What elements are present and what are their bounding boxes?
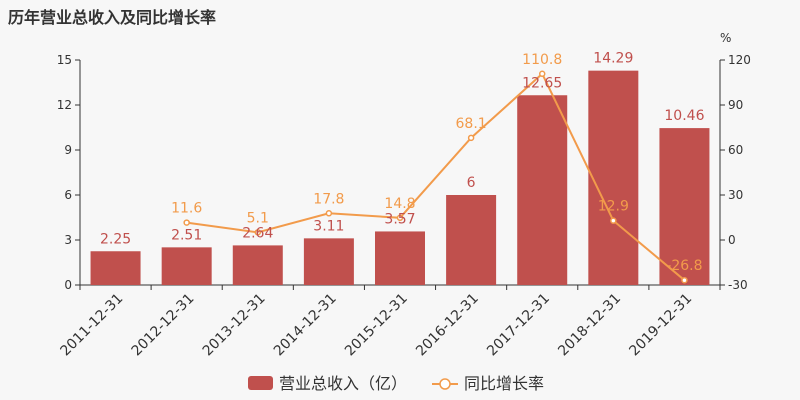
legend[interactable]: 营业总收入（亿） 同比增长率 [248,374,544,393]
growth-rate-label: 5.1 [247,210,269,226]
revenue-bar [303,238,354,285]
x-tick-label: 2011-12-31 [58,291,127,360]
growth-rate-label: 14.8 [384,196,415,212]
revenue-bar-label: 3.11 [313,218,344,234]
growth-rate-point [183,219,190,226]
revenue-bar [446,195,497,285]
revenue-bar [517,95,568,285]
bars-group [90,70,710,286]
revenue-bar-label: 6 [467,175,476,191]
revenue-bar [90,251,141,285]
y-right-tick-label: -30 [728,278,748,292]
growth-rate-line [186,72,686,281]
x-tick-label: 2016-12-31 [413,291,482,360]
x-tick-label: 2014-12-31 [271,291,340,360]
data-labels-group: 2.25 2.51 2.64 3.11 3.57 6 12.65 14.29 10.46 11.6… [100,51,705,275]
y-left-tick-label: 15 [57,53,72,67]
growth-rate-label: 12.9 [598,199,629,215]
revenue-bar [232,245,283,285]
legend-line-label: 同比增长率 [464,374,544,393]
growth-rate-point [325,210,333,217]
x-tick-label: 2015-12-31 [342,291,411,360]
y-left-tick-label: 0 [64,278,72,292]
growth-rate-point [467,134,475,142]
y-right-tick-label: 0 [728,233,736,247]
growth-rate-point [610,217,617,224]
y-left-tick-label: 9 [64,143,72,157]
y-left-tick-label: 6 [64,188,72,202]
revenue-bar-label: 12.65 [522,75,562,91]
y-right-tick-label: 90 [728,98,743,112]
revenue-bar-label: 2.64 [242,225,273,241]
chart-title: 历年营业总收入及同比增长率 [8,8,217,27]
y-right-axis-label: % [720,31,731,45]
growth-rate-label: -26.8 [666,258,702,274]
revenue-bar-label: 3.57 [384,211,415,227]
revenue-bar [588,70,639,286]
growth-rate-point [396,214,404,222]
x-tick-label: 2017-12-31 [484,291,553,360]
y-left-tick-label: 12 [57,98,72,112]
y-left-tick-label: 3 [64,233,72,247]
revenue-bar-label: 10.46 [664,108,704,124]
growth-line-group [183,70,688,284]
growth-rate-label: 110.8 [522,52,562,68]
legend-bar-swatch [248,376,273,390]
y-right-tick-label: 30 [728,188,743,202]
x-tick-label: 2012-12-31 [129,291,198,360]
x-tick-label: 2013-12-31 [200,291,269,360]
revenue-bar [161,247,212,285]
growth-rate-label: 11.6 [171,201,202,217]
growth-rate-point [538,70,546,78]
growth-rate-point [681,276,688,284]
x-tick-label: 2019-12-31 [626,291,695,360]
revenue-bar-label: 2.25 [100,231,131,247]
revenue-bar-label: 2.51 [171,227,202,243]
growth-rate-label: 68.1 [456,116,487,132]
legend-line-marker [439,378,451,390]
growth-rate-point [254,229,262,236]
revenue-bar [659,128,710,285]
x-tick-label: 2018-12-31 [555,291,624,360]
y-right-tick-label: 120 [728,53,751,67]
legend-bar-label: 营业总收入（亿） [279,374,407,393]
revenue-bar-label: 14.29 [593,51,633,67]
y-right-tick-label: 60 [728,143,743,157]
growth-rate-label: 17.8 [313,191,344,207]
revenue-bar [375,231,425,285]
